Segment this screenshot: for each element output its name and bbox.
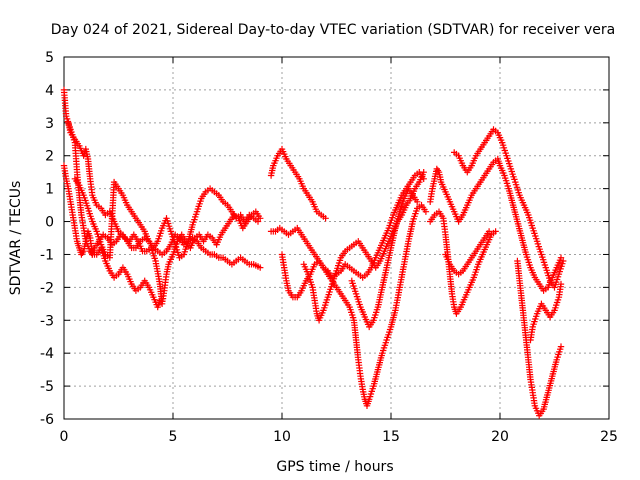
data-point — [492, 228, 499, 235]
plot-frame — [63, 56, 610, 420]
y-tick-label: 2 — [45, 149, 54, 165]
data-point — [322, 215, 329, 222]
series-pass-e — [267, 145, 329, 222]
x-tick-label: 15 — [382, 429, 400, 445]
series-pass-k — [427, 155, 565, 294]
x-tick-label: 20 — [491, 429, 509, 445]
data-point — [257, 264, 264, 271]
series-pass-j — [427, 208, 499, 317]
series-pass-n — [514, 257, 565, 419]
data-point — [560, 257, 567, 265]
x-tick-labels: 0 5 10 15 20 25 — [60, 429, 618, 445]
data-point — [485, 228, 493, 235]
data-point — [557, 343, 565, 350]
y-tick-label: -2 — [40, 280, 54, 296]
series-pass-b — [60, 162, 164, 311]
y-tick-label: 4 — [45, 83, 54, 99]
data-point — [422, 208, 430, 215]
y-tick-labels: -6 -5 -4 -3 -2 -1 0 1 2 3 4 5 — [40, 50, 54, 428]
data-point — [420, 169, 427, 176]
data-point — [557, 280, 565, 288]
x-axis-label: GPS time / hours — [276, 459, 393, 475]
x-tick-label: 25 — [600, 429, 618, 445]
x-tick-label: 5 — [169, 429, 178, 445]
series-pass-l — [442, 228, 493, 278]
y-tick-label: 1 — [45, 182, 54, 198]
data-point — [156, 297, 164, 304]
series-pass-i — [348, 185, 421, 331]
y-tick-label: 3 — [45, 116, 54, 132]
series-pass-o — [527, 280, 565, 344]
y-axis-label: SDTVAR / TECUs — [8, 181, 24, 296]
y-tick-label: 5 — [45, 50, 54, 66]
series-pass-m — [451, 126, 567, 291]
data-point — [557, 254, 565, 261]
axis-ticks — [63, 56, 610, 420]
series-pass-h — [300, 169, 427, 324]
data-point — [254, 218, 262, 225]
data-marks — [60, 86, 567, 419]
series-pass-d — [71, 175, 262, 261]
grid-lines — [64, 57, 609, 419]
data-point — [414, 198, 421, 205]
y-tick-label: -4 — [40, 346, 54, 362]
x-tick-label: 10 — [273, 429, 291, 445]
y-tick-label: -3 — [40, 313, 54, 329]
y-tick-label: -6 — [40, 412, 54, 428]
y-tick-label: 0 — [45, 215, 54, 231]
series-pass-g — [278, 201, 430, 409]
y-tick-label: -5 — [40, 379, 54, 395]
y-tick-label: -1 — [40, 247, 54, 263]
chart-title: Day 024 of 2021, Sidereal Day-to-day VTE… — [51, 22, 615, 38]
x-tick-label: 0 — [60, 429, 69, 445]
series-pass-a — [60, 86, 264, 307]
